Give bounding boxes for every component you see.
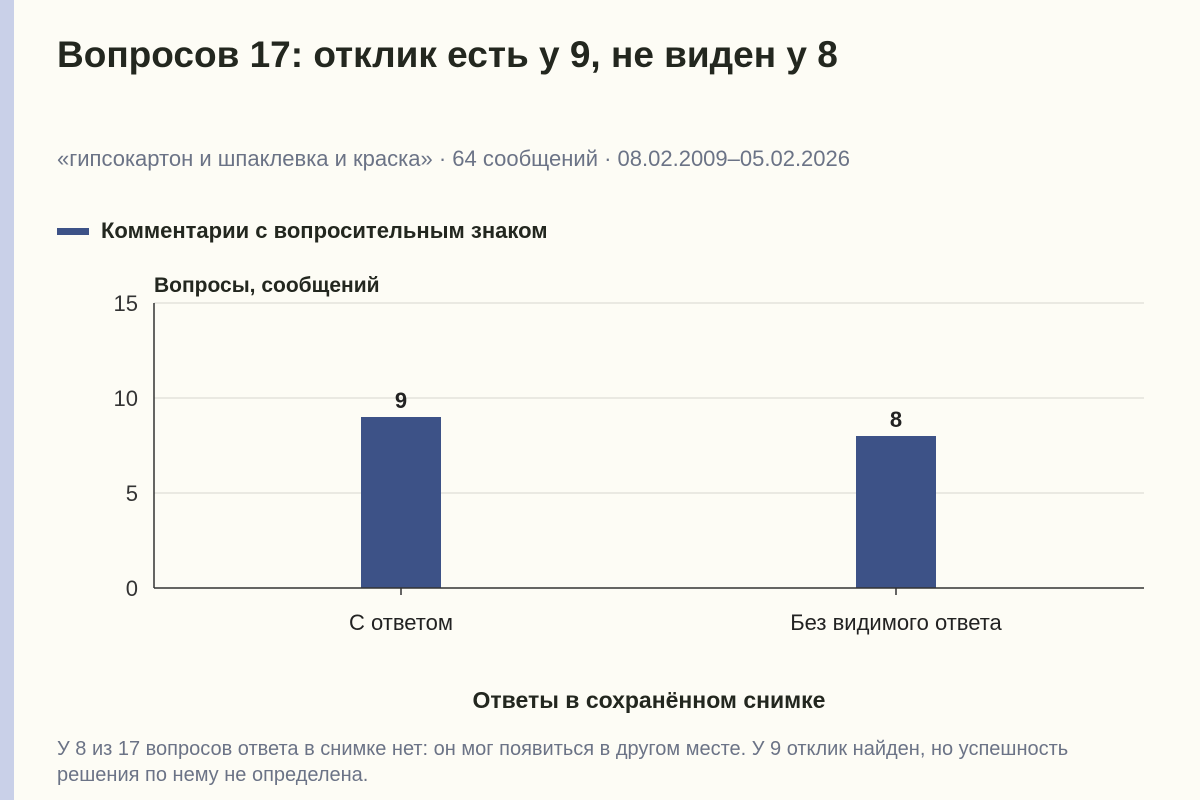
bar bbox=[856, 436, 936, 588]
y-tick-label: 0 bbox=[126, 576, 138, 601]
x-tick-label: С ответом bbox=[349, 610, 453, 635]
x-axis-label: Ответы в сохранённом снимке bbox=[473, 687, 826, 713]
chart-subtitle: «гипсокартон и шпаклевка и краска» · 64 … bbox=[57, 146, 850, 171]
legend-label: Комментарии с вопросительным знаком bbox=[101, 218, 548, 243]
bar bbox=[361, 417, 441, 588]
bars bbox=[361, 417, 936, 588]
x-tick-label: Без видимого ответа bbox=[790, 610, 1002, 635]
legend-swatch bbox=[57, 227, 89, 235]
legend: Комментарии с вопросительным знаком bbox=[57, 218, 548, 244]
chart-title: Вопросов 17: отклик есть у 9, не виден у… bbox=[57, 34, 838, 75]
gridlines bbox=[154, 302, 1144, 494]
bar-value-label: 9 bbox=[395, 388, 407, 413]
left-accent-strip bbox=[0, 0, 14, 800]
y-axis-label: Вопросы, сообщений bbox=[154, 274, 380, 297]
bar-value-label: 8 bbox=[890, 407, 902, 432]
footnote: У 8 из 17 вопросов ответа в снимке нет: … bbox=[57, 738, 1069, 786]
x-axis-ticks: С ответом Без видимого ответа bbox=[349, 588, 1003, 635]
y-tick-label: 10 bbox=[114, 386, 138, 411]
data-labels: 98 bbox=[395, 388, 902, 432]
y-tick-label: 15 bbox=[114, 291, 138, 316]
y-tick-label: 5 bbox=[126, 481, 138, 506]
y-axis-ticks: 0 5 10 15 bbox=[114, 291, 138, 601]
